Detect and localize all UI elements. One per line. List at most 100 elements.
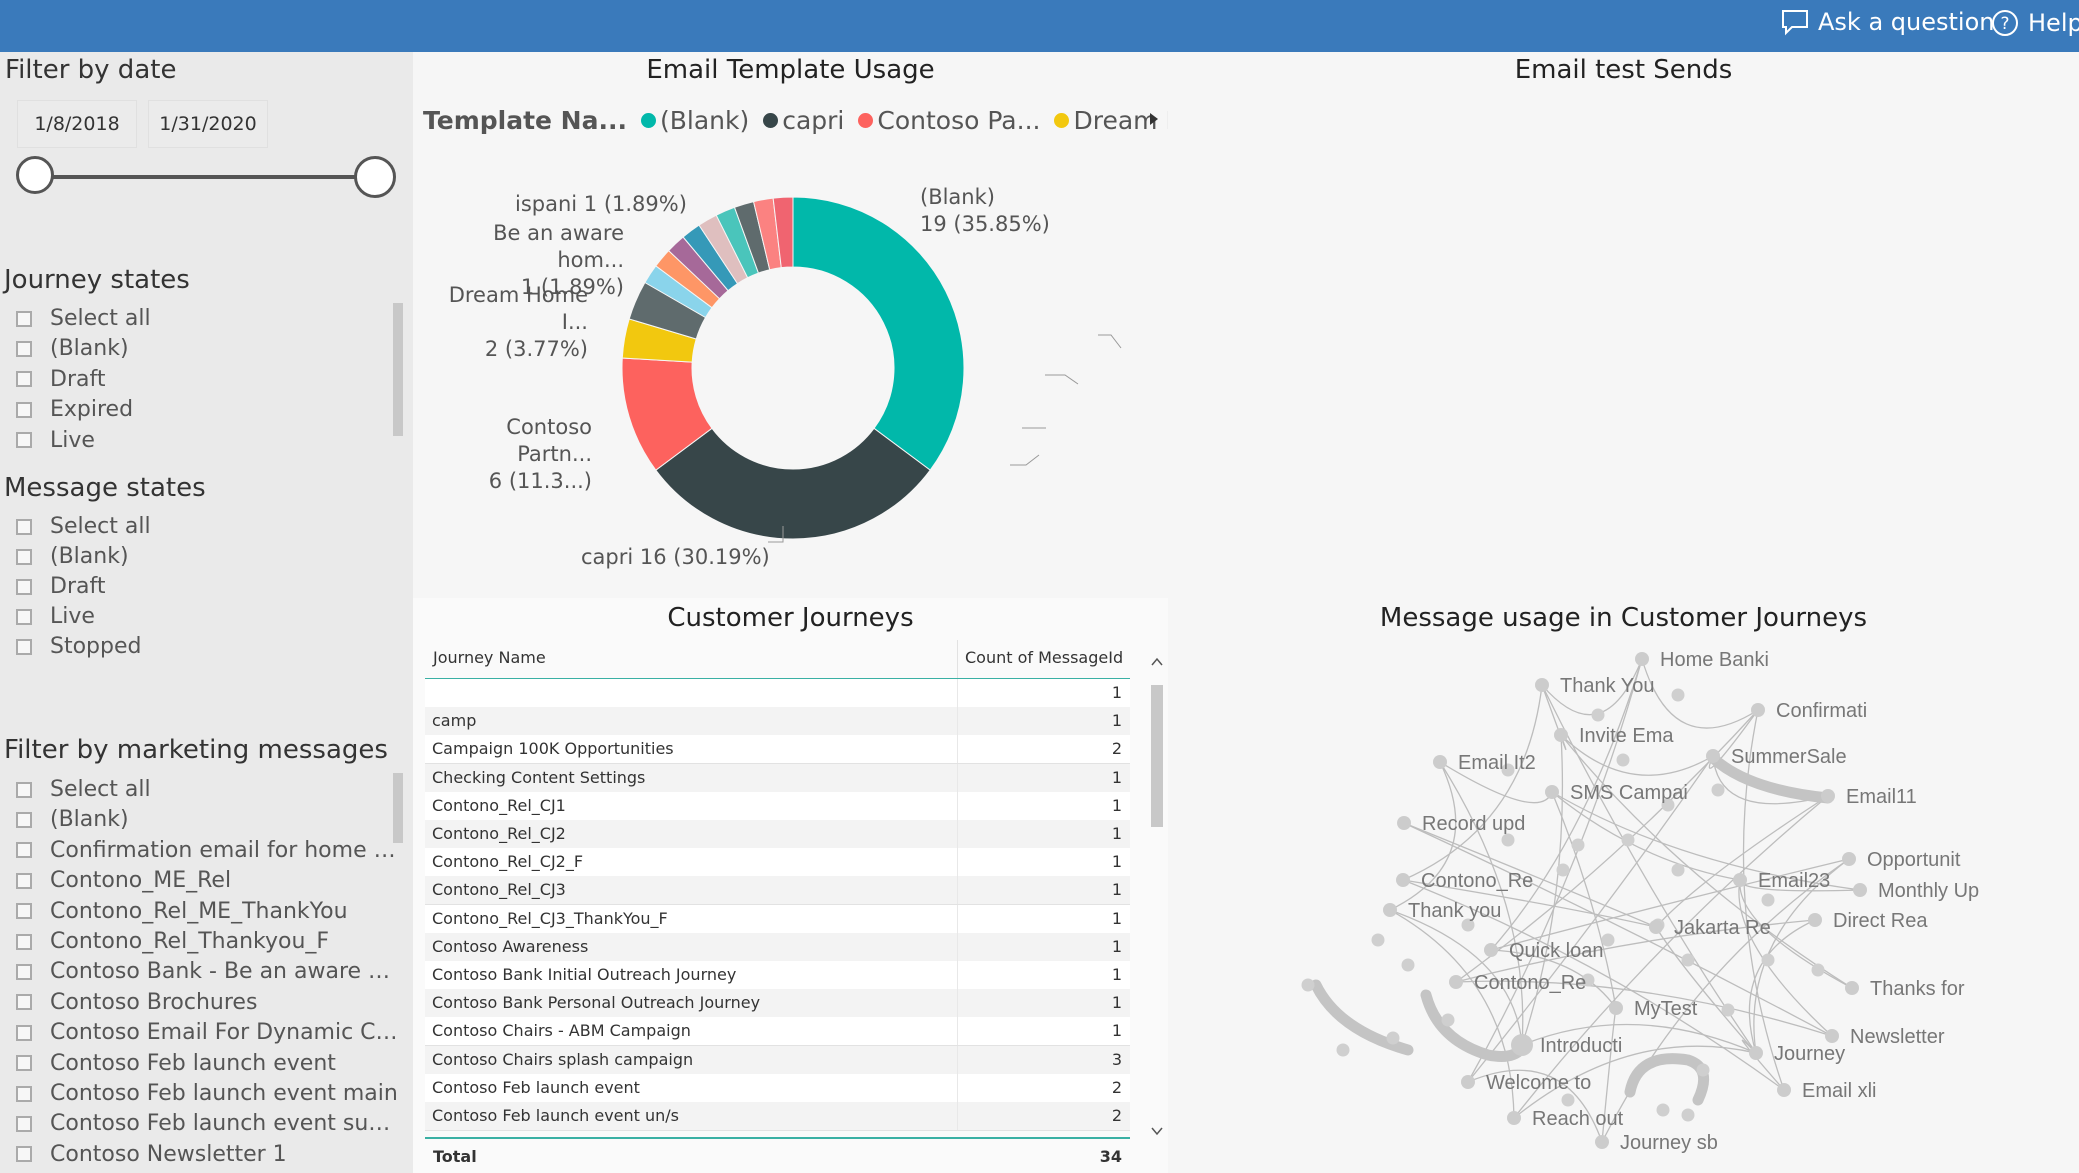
journey-state-item[interactable]: Select all: [16, 306, 151, 331]
network-node-dot[interactable]: [1501, 763, 1515, 777]
table-row[interactable]: Contono_Rel_CJ3_ThankYou_F 1: [425, 904, 1130, 934]
checkbox[interactable]: [16, 638, 32, 655]
network-node-dot[interactable]: [1721, 1003, 1735, 1017]
table-row[interactable]: Checking Content Settings 1: [425, 763, 1130, 793]
message-state-item[interactable]: Live: [16, 604, 95, 629]
network-node[interactable]: Thank you: [1383, 900, 1501, 922]
network-node-circle[interactable]: [1808, 913, 1822, 927]
network-node[interactable]: Email11: [1821, 786, 1917, 808]
network-node-circle[interactable]: [1649, 920, 1663, 934]
network-node-circle[interactable]: [1777, 1083, 1791, 1097]
network-node-dot[interactable]: [1401, 958, 1415, 972]
network-node-dot[interactable]: [1461, 918, 1475, 932]
network-node-circle[interactable]: [1554, 728, 1568, 742]
network-node-circle[interactable]: [1595, 1135, 1609, 1149]
marketing-message-item[interactable]: Contoso Brochures: [16, 990, 257, 1015]
network-node-dot[interactable]: [1671, 863, 1685, 877]
checkbox[interactable]: [16, 608, 32, 625]
network-node-circle[interactable]: [1396, 873, 1410, 887]
network-node-circle[interactable]: [1433, 755, 1447, 769]
network-node-dot[interactable]: [1501, 833, 1515, 847]
network-node-circle[interactable]: [1484, 943, 1498, 957]
network-node-dot[interactable]: [1811, 963, 1825, 977]
network-node-circle[interactable]: [1609, 1001, 1623, 1015]
message-state-item[interactable]: Draft: [16, 574, 105, 599]
network-node-dot[interactable]: [1696, 1063, 1710, 1077]
column-header-journey-name[interactable]: Journey Name: [433, 648, 546, 667]
checkbox[interactable]: [16, 432, 32, 449]
checkbox[interactable]: [16, 811, 32, 828]
journey-states-scrollbar[interactable]: [393, 303, 403, 436]
marketing-message-item[interactable]: Contoso Feb launch event main: [16, 1081, 398, 1106]
date-slider-end-handle[interactable]: [354, 156, 396, 198]
marketing-message-item[interactable]: (Blank): [16, 807, 129, 832]
journey-state-item[interactable]: (Blank): [16, 336, 129, 361]
table-row[interactable]: camp 1: [425, 707, 1130, 737]
table-row[interactable]: Contoso Chairs - ABM Campaign 1: [425, 1017, 1130, 1047]
network-node[interactable]: Newsletter: [1825, 1026, 1945, 1048]
network-node-dot[interactable]: [1336, 1043, 1350, 1057]
checkbox[interactable]: [16, 963, 32, 980]
network-node-circle[interactable]: [1449, 975, 1463, 989]
marketing-message-item[interactable]: Contoso Feb launch event sucess: [16, 1111, 400, 1136]
checkbox[interactable]: [16, 842, 32, 859]
network-node[interactable]: Home Banki: [1635, 649, 1769, 671]
table-row[interactable]: Contono_Rel_CJ2_F 1: [425, 848, 1130, 878]
network-node[interactable]: Email xli: [1777, 1080, 1876, 1102]
checkbox[interactable]: [16, 518, 32, 535]
network-node[interactable]: Reach out: [1507, 1108, 1624, 1130]
network-node-dot[interactable]: [1301, 978, 1315, 992]
network-node-dot[interactable]: [1616, 753, 1630, 767]
table-row[interactable]: Contono_Rel_CJ2 1: [425, 820, 1130, 849]
marketing-message-item[interactable]: Contoso Newsletter 1: [16, 1142, 287, 1167]
checkbox[interactable]: [16, 781, 32, 798]
network-node-dot[interactable]: [1671, 688, 1685, 702]
table-row[interactable]: Contoso Chairs splash campaign 3: [425, 1045, 1130, 1075]
network-node-dot[interactable]: [1556, 863, 1570, 877]
network-node-circle[interactable]: [1842, 852, 1856, 866]
network-node-circle[interactable]: [1511, 1034, 1533, 1056]
network-node-circle[interactable]: [1821, 789, 1835, 803]
message-state-item[interactable]: (Blank): [16, 544, 129, 569]
network-node[interactable]: SummerSale: [1706, 746, 1847, 768]
network-node-circle[interactable]: [1733, 873, 1747, 887]
legend-item-blank[interactable]: (Blank): [659, 106, 750, 135]
network-node[interactable]: Direct Rea: [1808, 910, 1928, 932]
scroll-up-arrow-icon[interactable]: [1150, 655, 1164, 669]
network-node-dot[interactable]: [1656, 1103, 1670, 1117]
network-node[interactable]: Quick loan: [1484, 940, 1604, 962]
network-node-circle[interactable]: [1635, 652, 1649, 666]
network-node-dot[interactable]: [1371, 933, 1385, 947]
table-row[interactable]: Contoso Feb launch event 2: [425, 1073, 1130, 1103]
network-node-circle[interactable]: [1383, 903, 1397, 917]
legend-item-capri[interactable]: capri: [782, 106, 845, 135]
network-node-dot[interactable]: [1591, 708, 1605, 722]
checkbox[interactable]: [16, 1146, 32, 1163]
network-node-dot[interactable]: [1661, 798, 1675, 812]
network-node-dot[interactable]: [1601, 933, 1615, 947]
date-start-input[interactable]: 1/8/2018: [17, 100, 137, 148]
network-node-circle[interactable]: [1706, 749, 1720, 763]
checkbox[interactable]: [16, 548, 32, 565]
network-node-dot[interactable]: [1561, 1093, 1575, 1107]
table-row[interactable]: Contoso Feb launch event un/s 2: [425, 1102, 1130, 1131]
checkbox[interactable]: [16, 933, 32, 950]
network-node-circle[interactable]: [1397, 816, 1411, 830]
network-node[interactable]: Record upd: [1397, 813, 1525, 835]
checkbox[interactable]: [16, 1085, 32, 1102]
journey-state-item[interactable]: Expired: [16, 397, 133, 422]
marketing-message-item[interactable]: Contoso Bank - Be an aware home ...: [16, 959, 400, 984]
table-scrollbar-thumb[interactable]: [1151, 685, 1163, 827]
network-node-circle[interactable]: [1749, 1046, 1763, 1060]
network-node[interactable]: Confirmati: [1751, 700, 1867, 722]
network-node[interactable]: Journey: [1749, 1043, 1845, 1065]
network-node-circle[interactable]: [1853, 883, 1867, 897]
checkbox[interactable]: [16, 1055, 32, 1072]
checkbox[interactable]: [16, 994, 32, 1011]
marketing-message-item[interactable]: Contoso Feb launch event: [16, 1051, 336, 1076]
network-node[interactable]: Opportunit: [1842, 849, 1961, 871]
donut-slice[interactable]: [772, 196, 794, 269]
network-node-dot[interactable]: [1581, 973, 1595, 987]
network-node-circle[interactable]: [1507, 1111, 1521, 1125]
network-node-circle[interactable]: [1825, 1029, 1839, 1043]
